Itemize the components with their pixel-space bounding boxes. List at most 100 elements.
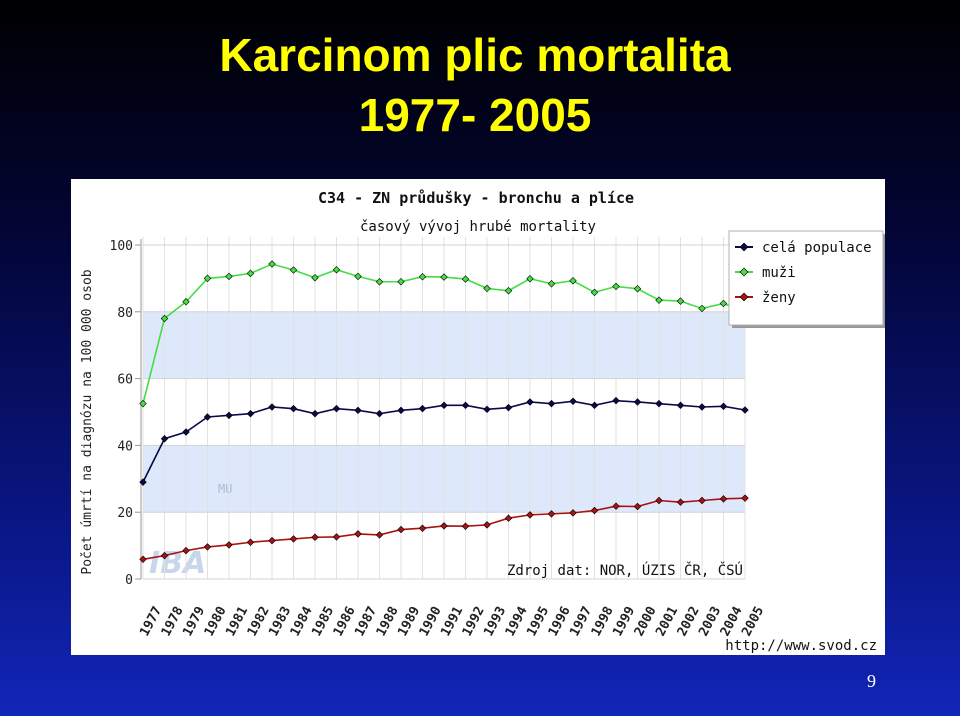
y-axis-title: Počet úmrtí na diagnózu na 100 000 osob xyxy=(80,269,95,574)
data-point xyxy=(741,406,749,414)
legend-box xyxy=(728,230,884,326)
data-point xyxy=(289,535,298,543)
data-point xyxy=(698,304,706,313)
y-tick-label: 60 xyxy=(117,373,133,388)
data-point xyxy=(311,533,319,541)
legend-label: celá populace xyxy=(762,240,872,256)
data-point xyxy=(203,413,212,421)
data-point xyxy=(397,406,405,415)
data-point xyxy=(504,287,513,295)
data-point xyxy=(461,522,470,530)
legend-marker xyxy=(739,267,749,277)
x-tick-label: 2005 xyxy=(739,604,767,639)
data-point xyxy=(612,396,620,405)
data-point xyxy=(418,524,427,532)
data-point xyxy=(590,401,599,410)
legend-marker xyxy=(739,292,749,302)
chart-title: C34 - ZN průdušky - bronchu a plíce xyxy=(318,189,634,207)
data-point xyxy=(182,428,190,436)
slide-subtitle-years: 1977- 2005 xyxy=(358,89,592,141)
data-point xyxy=(375,531,384,539)
data-point xyxy=(547,399,556,408)
data-point xyxy=(332,404,341,413)
data-point xyxy=(160,551,169,560)
data-point xyxy=(268,403,276,411)
data-point xyxy=(612,502,620,510)
data-point xyxy=(526,511,534,519)
data-point xyxy=(590,288,599,297)
slide-title: Karcinom plic mortalita xyxy=(219,29,731,81)
y-tick-label: 20 xyxy=(117,506,133,521)
legend-label: ženy xyxy=(762,290,796,306)
data-point xyxy=(483,284,491,293)
data-point xyxy=(569,277,577,285)
chart-svg: MU IBA 0 20 40 60 80 100 Počet úmrtí na diagnózu… xyxy=(80,189,885,654)
data-point xyxy=(547,510,556,518)
data-point xyxy=(612,282,620,291)
chart-subtitle: časový vývoj hrubé mortality xyxy=(360,219,596,235)
data-point xyxy=(461,275,470,283)
data-point xyxy=(311,409,319,418)
data-point xyxy=(526,398,534,406)
data-point xyxy=(676,498,685,506)
data-point xyxy=(397,278,405,286)
data-point xyxy=(483,405,491,414)
data-point xyxy=(676,401,685,410)
data-point xyxy=(139,555,147,564)
data-point xyxy=(676,297,685,305)
data-point xyxy=(655,296,663,304)
data-point xyxy=(160,314,169,323)
data-point xyxy=(440,401,448,410)
data-point xyxy=(139,478,147,486)
data-point xyxy=(698,496,706,505)
data-point xyxy=(268,536,276,545)
data-point xyxy=(289,404,298,413)
data-point xyxy=(246,538,255,546)
data-point xyxy=(483,521,491,529)
data-point xyxy=(655,496,663,505)
data-point xyxy=(225,272,233,281)
data-point xyxy=(504,514,513,522)
data-point xyxy=(633,502,642,511)
y-tick-label: 40 xyxy=(117,439,133,454)
data-point xyxy=(547,280,556,288)
data-point xyxy=(418,404,427,413)
data-point xyxy=(203,543,212,551)
data-point xyxy=(569,509,577,517)
source-note: Zdroj dat: NOR, ÚZIS ČR, ČSÚ xyxy=(507,561,743,579)
data-point xyxy=(160,434,169,443)
source-url: http://www.svod.cz xyxy=(725,638,877,654)
legend-label: muži xyxy=(762,265,796,281)
data-point xyxy=(569,397,577,406)
data-point xyxy=(225,541,233,549)
data-point xyxy=(440,273,448,281)
data-point xyxy=(655,399,663,408)
data-point xyxy=(354,272,362,281)
data-point xyxy=(526,275,534,283)
legend-marker xyxy=(739,242,749,252)
data-point xyxy=(741,494,749,502)
data-point xyxy=(182,546,190,555)
watermark-mu: MU xyxy=(218,482,232,496)
data-point xyxy=(461,401,470,410)
data-point xyxy=(332,265,341,274)
data-point xyxy=(633,398,642,406)
data-point xyxy=(375,278,384,286)
data-point xyxy=(246,269,255,278)
data-point xyxy=(719,495,728,503)
data-point xyxy=(440,522,448,530)
data-point xyxy=(504,403,513,412)
data-point xyxy=(182,298,190,306)
data-point xyxy=(268,260,276,268)
data-point xyxy=(311,274,319,282)
data-point xyxy=(590,506,599,515)
chart-panel: MU IBA 0 20 40 60 80 100 Počet úmrtí na diagnózu… xyxy=(71,179,885,655)
data-point xyxy=(633,285,642,293)
data-point xyxy=(139,399,147,408)
data-point xyxy=(418,273,427,281)
data-point xyxy=(719,402,728,411)
data-point xyxy=(354,530,362,538)
data-point xyxy=(225,411,233,420)
y-tick-label: 80 xyxy=(117,306,133,321)
data-point xyxy=(698,403,706,411)
